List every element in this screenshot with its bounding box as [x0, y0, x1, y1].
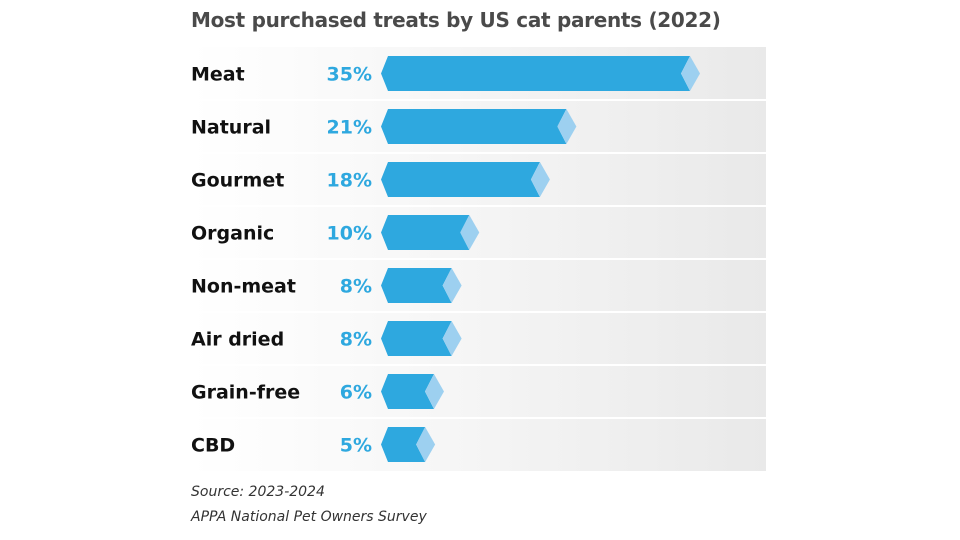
category-label: Grain-free	[191, 382, 300, 404]
category-label: Gourmet	[191, 170, 284, 192]
bar-tip	[442, 321, 462, 356]
category-label: Meat	[191, 64, 245, 86]
value-label: 8%	[340, 276, 372, 298]
value-label: 35%	[327, 64, 372, 86]
bar-tip	[460, 215, 480, 250]
bar-tip	[424, 374, 444, 409]
category-label: CBD	[191, 435, 235, 457]
bar-meat	[381, 56, 690, 91]
bar-air-dried	[381, 321, 452, 356]
source-line-2: APPA National Pet Owners Survey	[191, 509, 427, 525]
category-label: Natural	[191, 117, 271, 139]
value-label: 18%	[327, 170, 372, 192]
bar-tip	[681, 56, 700, 91]
bar-grain-free	[381, 374, 434, 409]
bar-tip	[557, 109, 577, 144]
bar-cbd	[381, 427, 426, 462]
category-label: Non-meat	[191, 276, 296, 298]
value-label: 6%	[340, 382, 372, 404]
category-label: Air dried	[191, 329, 284, 351]
value-label: 21%	[327, 117, 372, 139]
value-label: 5%	[340, 435, 372, 457]
source-line-1: Source: 2023-2024	[191, 484, 325, 500]
category-label: Organic	[191, 223, 274, 245]
bar-non-meat	[381, 268, 452, 303]
bar-organic	[381, 215, 470, 250]
chart-title: Most purchased treats by US cat parents …	[191, 8, 721, 32]
bar-tip	[416, 427, 436, 462]
bar-tip	[442, 268, 462, 303]
value-label: 10%	[327, 223, 372, 245]
value-label: 8%	[340, 329, 372, 351]
bar-natural	[381, 109, 567, 144]
bar-gourmet	[381, 162, 540, 197]
bar-tip	[530, 162, 550, 197]
